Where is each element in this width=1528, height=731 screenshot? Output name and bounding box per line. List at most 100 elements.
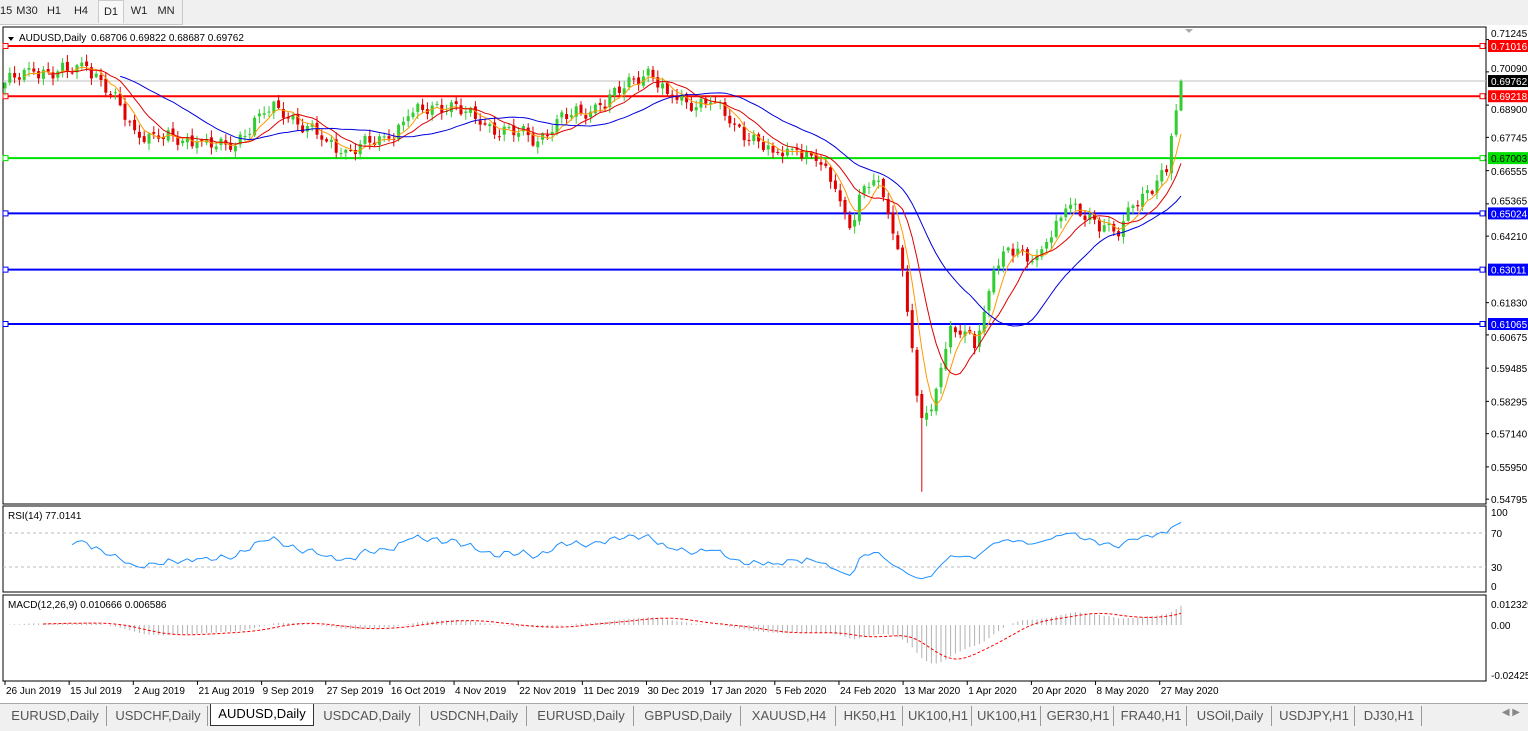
rsi-pane[interactable] bbox=[2, 505, 1487, 593]
candle bbox=[277, 94, 281, 110]
chart-tab[interactable]: FRA40,H1 bbox=[1116, 706, 1187, 726]
chart-tab[interactable]: USDCNH,Daily bbox=[422, 706, 527, 726]
candle bbox=[229, 136, 233, 153]
chart-tab[interactable]: GBPUSD,Daily bbox=[636, 706, 741, 726]
chart-tab[interactable]: EURUSD,Daily bbox=[529, 706, 634, 726]
candle bbox=[329, 135, 333, 149]
timeframe-d1[interactable]: D1 bbox=[98, 0, 124, 23]
candle bbox=[622, 81, 626, 102]
timeframe-h4[interactable]: H4 bbox=[73, 5, 89, 17]
ma-fast-line bbox=[23, 66, 1182, 406]
candle bbox=[176, 131, 180, 151]
candle bbox=[598, 98, 602, 113]
date-label: 22 Nov 2019 bbox=[519, 686, 576, 697]
date-label: 11 Dec 2019 bbox=[583, 686, 639, 697]
candle bbox=[497, 129, 501, 141]
timeframe-h1[interactable]: H1 bbox=[46, 5, 62, 17]
candle bbox=[61, 58, 65, 78]
candle bbox=[1073, 198, 1077, 211]
timeframe-m15[interactable]: 15 bbox=[0, 5, 13, 17]
date-label: 26 Jun 2019 bbox=[6, 686, 61, 697]
timeframe-m30[interactable]: M30 bbox=[16, 5, 38, 17]
date-label: 24 Feb 2020 bbox=[840, 686, 897, 697]
candle bbox=[867, 182, 871, 195]
candle bbox=[881, 177, 885, 202]
candle bbox=[1045, 238, 1049, 254]
candle bbox=[934, 387, 938, 416]
chart-tab[interactable]: DJ30,H1 bbox=[1357, 706, 1422, 726]
candle bbox=[536, 136, 540, 154]
candle bbox=[689, 96, 693, 112]
candle bbox=[133, 114, 137, 135]
candle bbox=[430, 101, 434, 121]
price-tick-label: 0.68900 bbox=[1491, 105, 1528, 116]
chart-tab[interactable]: AUDUSD,Daily bbox=[210, 704, 314, 726]
candle bbox=[766, 138, 770, 156]
candle bbox=[459, 98, 463, 116]
candle bbox=[977, 324, 981, 353]
level-price-label: 0.67003 bbox=[1491, 154, 1528, 165]
candle bbox=[560, 110, 564, 124]
candle bbox=[262, 106, 266, 119]
candle bbox=[334, 132, 338, 158]
tab-scroll-arrows-icon[interactable]: ◀ ▶ bbox=[1501, 707, 1520, 718]
level-handle[interactable] bbox=[1479, 321, 1486, 328]
level-handle[interactable] bbox=[1479, 266, 1486, 273]
candle bbox=[325, 137, 329, 143]
macd-tick: 0.00 bbox=[1491, 621, 1511, 632]
candle bbox=[987, 288, 991, 318]
candle bbox=[488, 122, 492, 133]
candle bbox=[109, 91, 113, 99]
timeframe-w1[interactable]: W1 bbox=[130, 5, 148, 17]
macd-pane[interactable] bbox=[2, 594, 1487, 682]
level-handle[interactable] bbox=[2, 210, 9, 217]
candle bbox=[507, 123, 511, 130]
main-chart-pane[interactable] bbox=[2, 26, 1487, 505]
candle bbox=[862, 184, 866, 199]
chart-tab[interactable]: EURUSD,Daily bbox=[4, 706, 107, 726]
symbol-header: AUDUSD,Daily bbox=[19, 33, 86, 44]
level-handle[interactable] bbox=[2, 266, 9, 273]
ohlc-values: 0.68706 0.69822 0.68687 0.69762 bbox=[91, 33, 244, 44]
level-handle[interactable] bbox=[1479, 155, 1486, 162]
chart-window[interactable]: 0.71245 0.70090 0.68900 0.67745 0.66555 0.653… bbox=[0, 25, 1528, 703]
level-handle[interactable] bbox=[1479, 93, 1486, 100]
candle bbox=[209, 130, 213, 155]
date-label: 2 Aug 2019 bbox=[134, 686, 185, 697]
candle bbox=[761, 135, 765, 152]
chart-tab[interactable]: USOil,Daily bbox=[1189, 706, 1272, 726]
chart-tab[interactable]: USDCAD,Daily bbox=[315, 706, 420, 726]
ma-slow-line bbox=[120, 75, 1182, 327]
chart-tab[interactable]: USDJPY,H1 bbox=[1274, 706, 1355, 726]
candle bbox=[824, 159, 828, 169]
chart-tab[interactable]: UK100,H1 bbox=[974, 706, 1041, 726]
candle bbox=[1088, 207, 1092, 225]
candle bbox=[752, 130, 756, 145]
candle bbox=[281, 102, 285, 125]
candle bbox=[829, 164, 833, 189]
dropdown-triangle-icon[interactable] bbox=[8, 37, 14, 41]
candle bbox=[949, 320, 953, 354]
level-handle[interactable] bbox=[1479, 210, 1486, 217]
level-handle[interactable] bbox=[2, 155, 9, 162]
level-price-label: 0.61065 bbox=[1491, 320, 1528, 331]
candle bbox=[905, 265, 909, 317]
chart-tab[interactable]: HK50,H1 bbox=[838, 706, 903, 726]
candle bbox=[89, 63, 93, 86]
candle bbox=[3, 81, 7, 96]
timeframe-mn[interactable]: MN bbox=[157, 5, 175, 17]
chart-tab[interactable]: USDCHF,Daily bbox=[109, 706, 208, 726]
candle bbox=[152, 126, 156, 139]
candle bbox=[272, 100, 276, 120]
chart-tab[interactable]: GER30,H1 bbox=[1043, 706, 1114, 726]
candle bbox=[1174, 103, 1178, 137]
chart-tab[interactable]: XAUUSD,H4 bbox=[743, 706, 836, 726]
level-handle[interactable] bbox=[2, 321, 9, 328]
candle bbox=[137, 124, 141, 145]
level-handle[interactable] bbox=[1479, 43, 1486, 49]
candle bbox=[593, 102, 597, 117]
level-handle[interactable] bbox=[2, 43, 9, 49]
chart-tab[interactable]: UK100,H1 bbox=[905, 706, 972, 726]
candle bbox=[349, 144, 353, 152]
shift-marker-icon[interactable] bbox=[1185, 29, 1193, 33]
